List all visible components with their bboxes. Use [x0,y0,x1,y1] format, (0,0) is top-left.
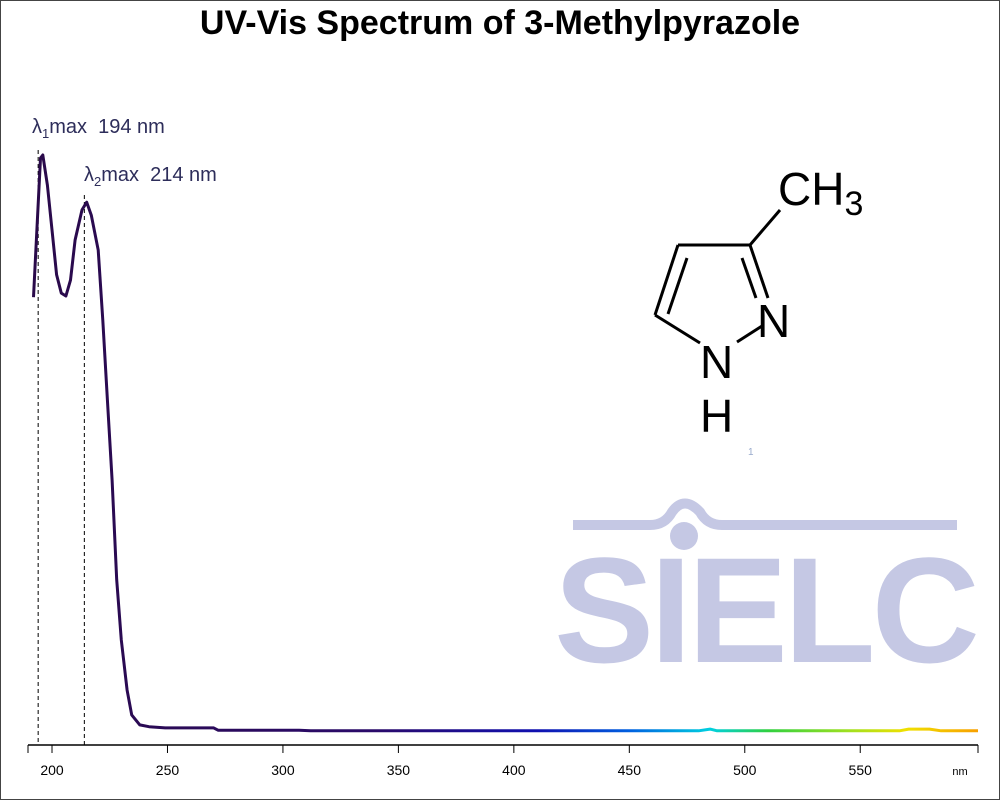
watermark: SIELC [554,498,981,694]
annotation-symbol: λ [32,116,42,138]
annotation-subscript: 2 [94,174,101,189]
x-tick-label: 250 [156,762,180,778]
x-tick-label: 200 [40,762,64,778]
methyl-label: CH3 [778,163,863,223]
annotation-symbol: λ [84,164,94,186]
chart-title: UV-Vis Spectrum of 3-Methylpyrazole [200,4,800,42]
atom-label: N [757,295,790,347]
x-tick-label: 450 [618,762,642,778]
x-tick-label: 300 [271,762,295,778]
watermark-text: SIELC [554,526,976,694]
annotation-subscript: 1 [42,126,49,141]
methyl-text: CH [778,163,844,215]
x-axis-label: nm [952,766,967,778]
atom-label: H [700,390,733,442]
methyl-subscript: 3 [844,185,863,223]
molecule [653,209,782,345]
x-tick-label: 500 [733,762,757,778]
annotation-label: max 214 nm [101,164,217,186]
annotation-label: max 194 nm [49,116,165,138]
x-tick-label: 400 [502,762,526,778]
x-tick-label: 550 [849,762,873,778]
annotation: λ2max 214 nm [84,164,217,189]
atom-label: N [700,336,733,388]
spectrum-line [32,153,978,733]
x-tick-label: 350 [387,762,411,778]
footnote: 1 [748,447,754,458]
annotation: λ1max 194 nm [32,116,165,141]
